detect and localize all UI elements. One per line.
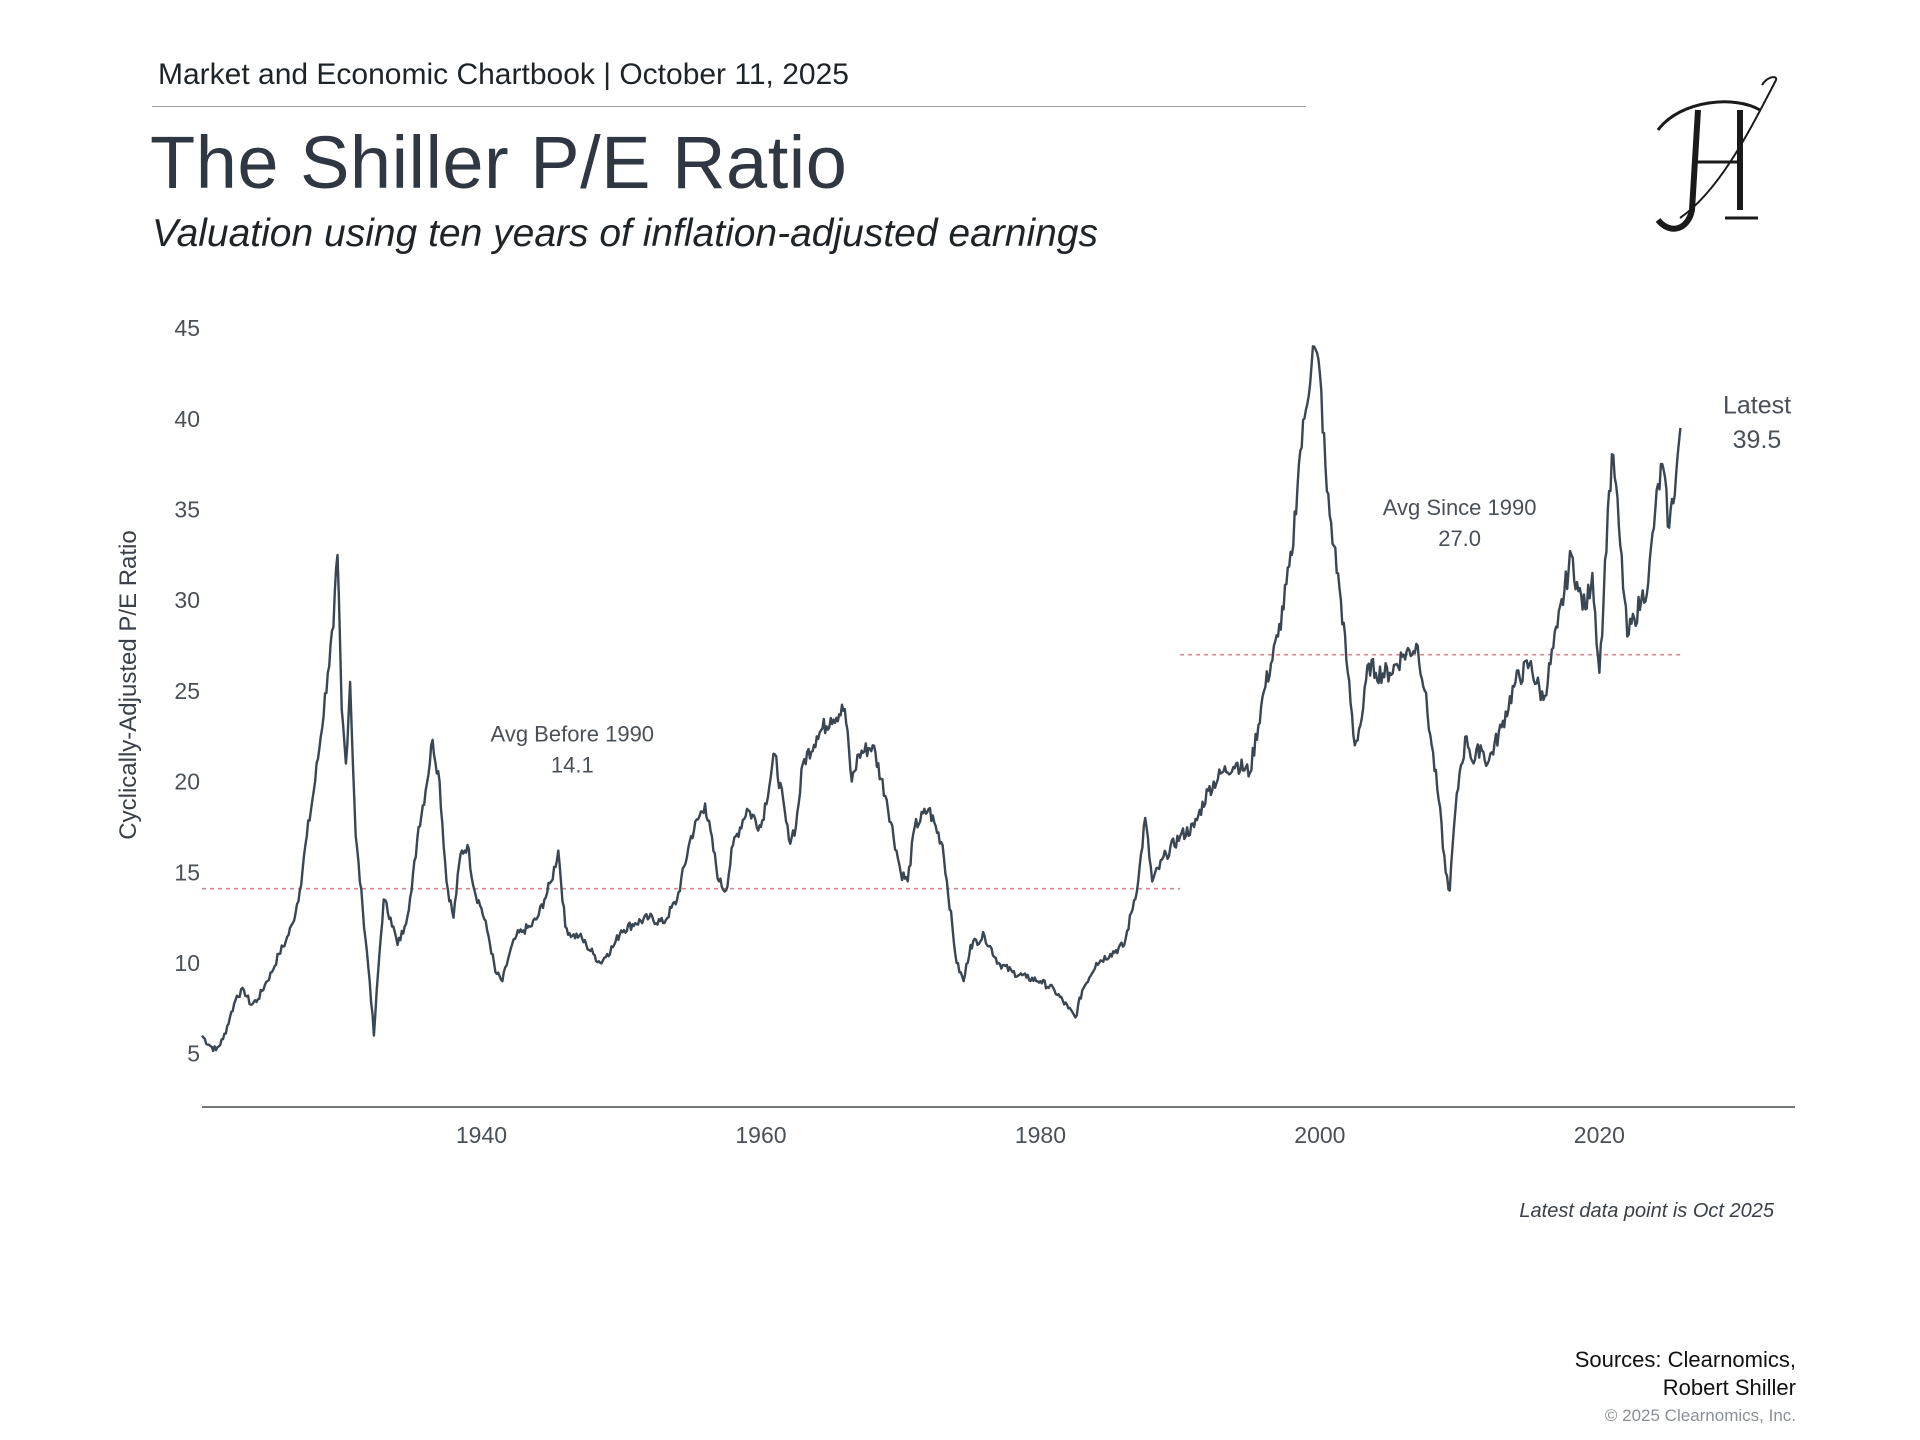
sources-line-1: Sources: Clearnomics, [1574,1347,1796,1372]
y-tick-label: 10 [174,950,200,976]
y-tick-label: 40 [174,406,200,432]
copyright: © 2025 Clearnomics, Inc. [1604,1406,1796,1425]
x-tick-label: 1940 [456,1122,507,1148]
y-tick-label: 5 [187,1041,200,1067]
avg-since-1990-label: Avg Since 1990 [1383,495,1537,520]
header-kicker: Market and Economic Chartbook | October … [158,58,849,91]
cape-series-line [201,345,1682,1053]
sources-line-2: Robert Shiller [1662,1375,1796,1400]
avg-before-1990-value: 14.1 [551,753,594,778]
monogram-logo-icon [1655,76,1778,232]
y-tick-label: 25 [174,678,200,704]
avg-since-1990-value: 27.0 [1438,526,1481,551]
x-tick-label: 1980 [1015,1122,1066,1148]
y-axis-title: Cyclically-Adjusted P/E Ratio [115,530,142,839]
latest-value: 39.5 [1733,426,1782,454]
x-tick-label: 1960 [735,1122,786,1148]
y-tick-label: 20 [174,769,200,795]
y-tick-label: 35 [174,497,200,523]
x-tick-label: 2020 [1574,1122,1625,1148]
series-group [201,345,1682,1053]
avg-before-1990-label: Avg Before 1990 [491,722,655,747]
page-subtitle: Valuation using ten years of inflation-a… [152,212,1098,255]
y-tick-label: 45 [174,315,200,341]
latest-label: Latest [1723,391,1791,419]
y-tick-label: 30 [174,587,200,613]
footnote: Latest data point is Oct 2025 [1519,1200,1774,1222]
y-axis-ticks: 5 10 15 20 25 30 35 40 45 [174,315,200,1067]
y-tick-label: 15 [174,859,200,885]
sources: Sources: Clearnomics, Robert Shiller [1575,1346,1796,1402]
header-divider [152,106,1306,107]
x-tick-label: 2000 [1294,1122,1345,1148]
x-axis-ticks: 1940 1960 1980 2000 2020 [456,1122,1625,1148]
page-title: The Shiller P/E Ratio [150,121,848,204]
